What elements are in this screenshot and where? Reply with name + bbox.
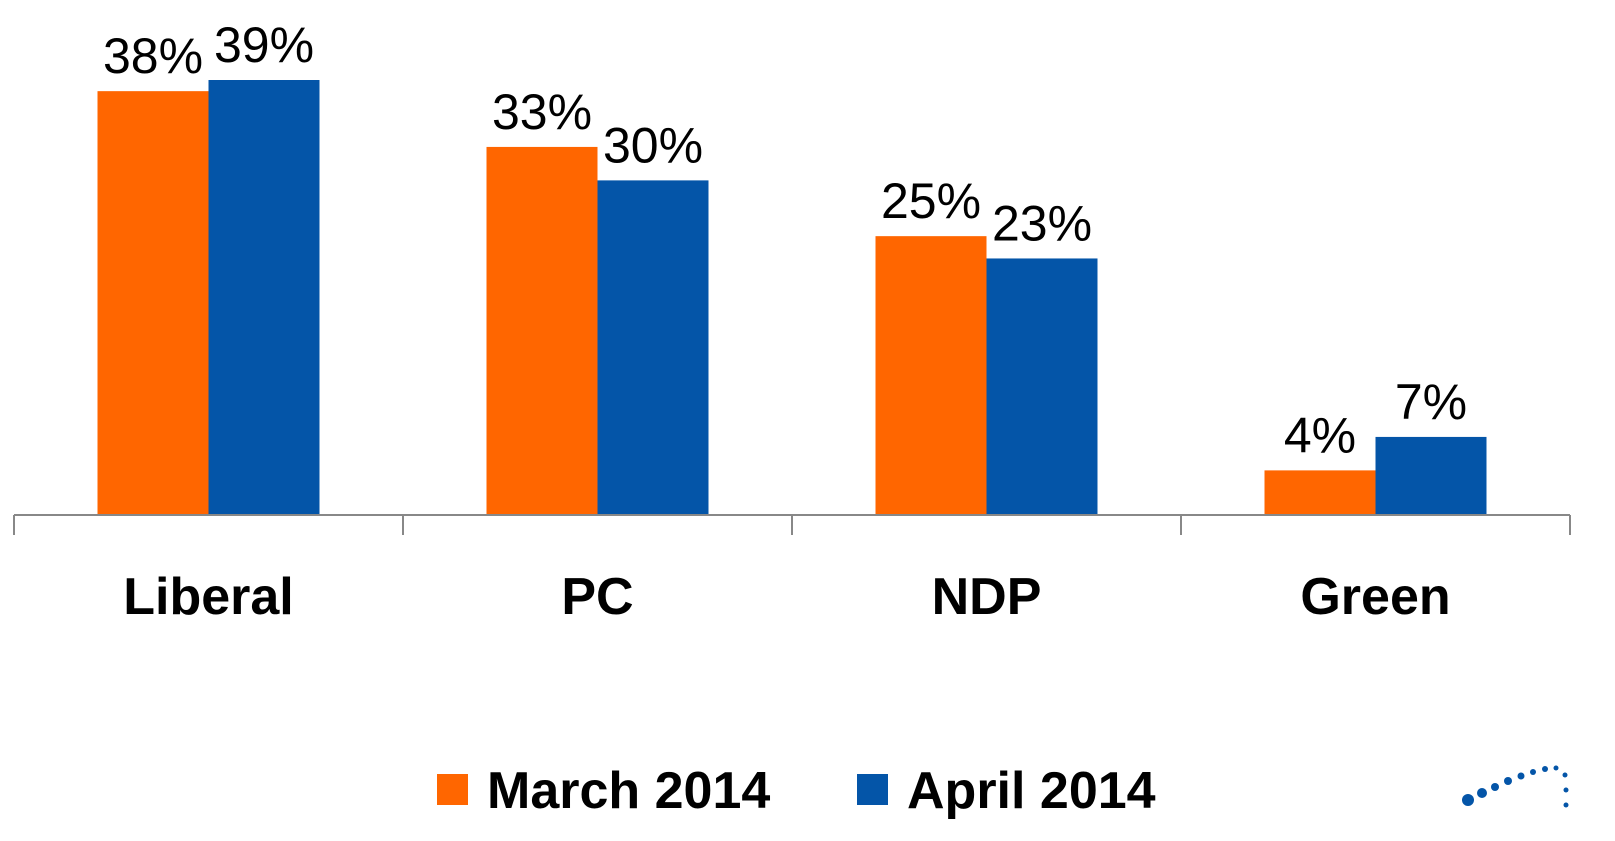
data-label: 4%: [1284, 407, 1356, 463]
legend-swatch: [437, 774, 468, 805]
data-label: 23%: [992, 195, 1092, 251]
x-tick-label: Liberal: [123, 568, 294, 626]
data-label: 39%: [214, 17, 314, 73]
bar: [875, 236, 987, 515]
legend-label: April 2014: [907, 762, 1156, 820]
logo: [1462, 765, 1569, 808]
bar: [1264, 470, 1376, 515]
bar: [986, 258, 1098, 515]
legend-label: March 2014: [487, 762, 770, 820]
x-tick-label: PC: [561, 568, 633, 626]
bar: [1375, 436, 1487, 515]
x-tick-label: NDP: [932, 568, 1042, 626]
legend-swatch: [857, 774, 888, 805]
data-label: 38%: [103, 28, 203, 84]
data-label: 25%: [881, 173, 981, 229]
x-tick-label: Green: [1300, 568, 1450, 626]
bar: [486, 146, 598, 515]
data-label: 30%: [603, 117, 703, 173]
bar: [597, 180, 709, 515]
data-label: 7%: [1395, 374, 1467, 430]
data-label: 33%: [492, 84, 592, 140]
bar: [208, 80, 320, 515]
bar: [97, 91, 209, 516]
